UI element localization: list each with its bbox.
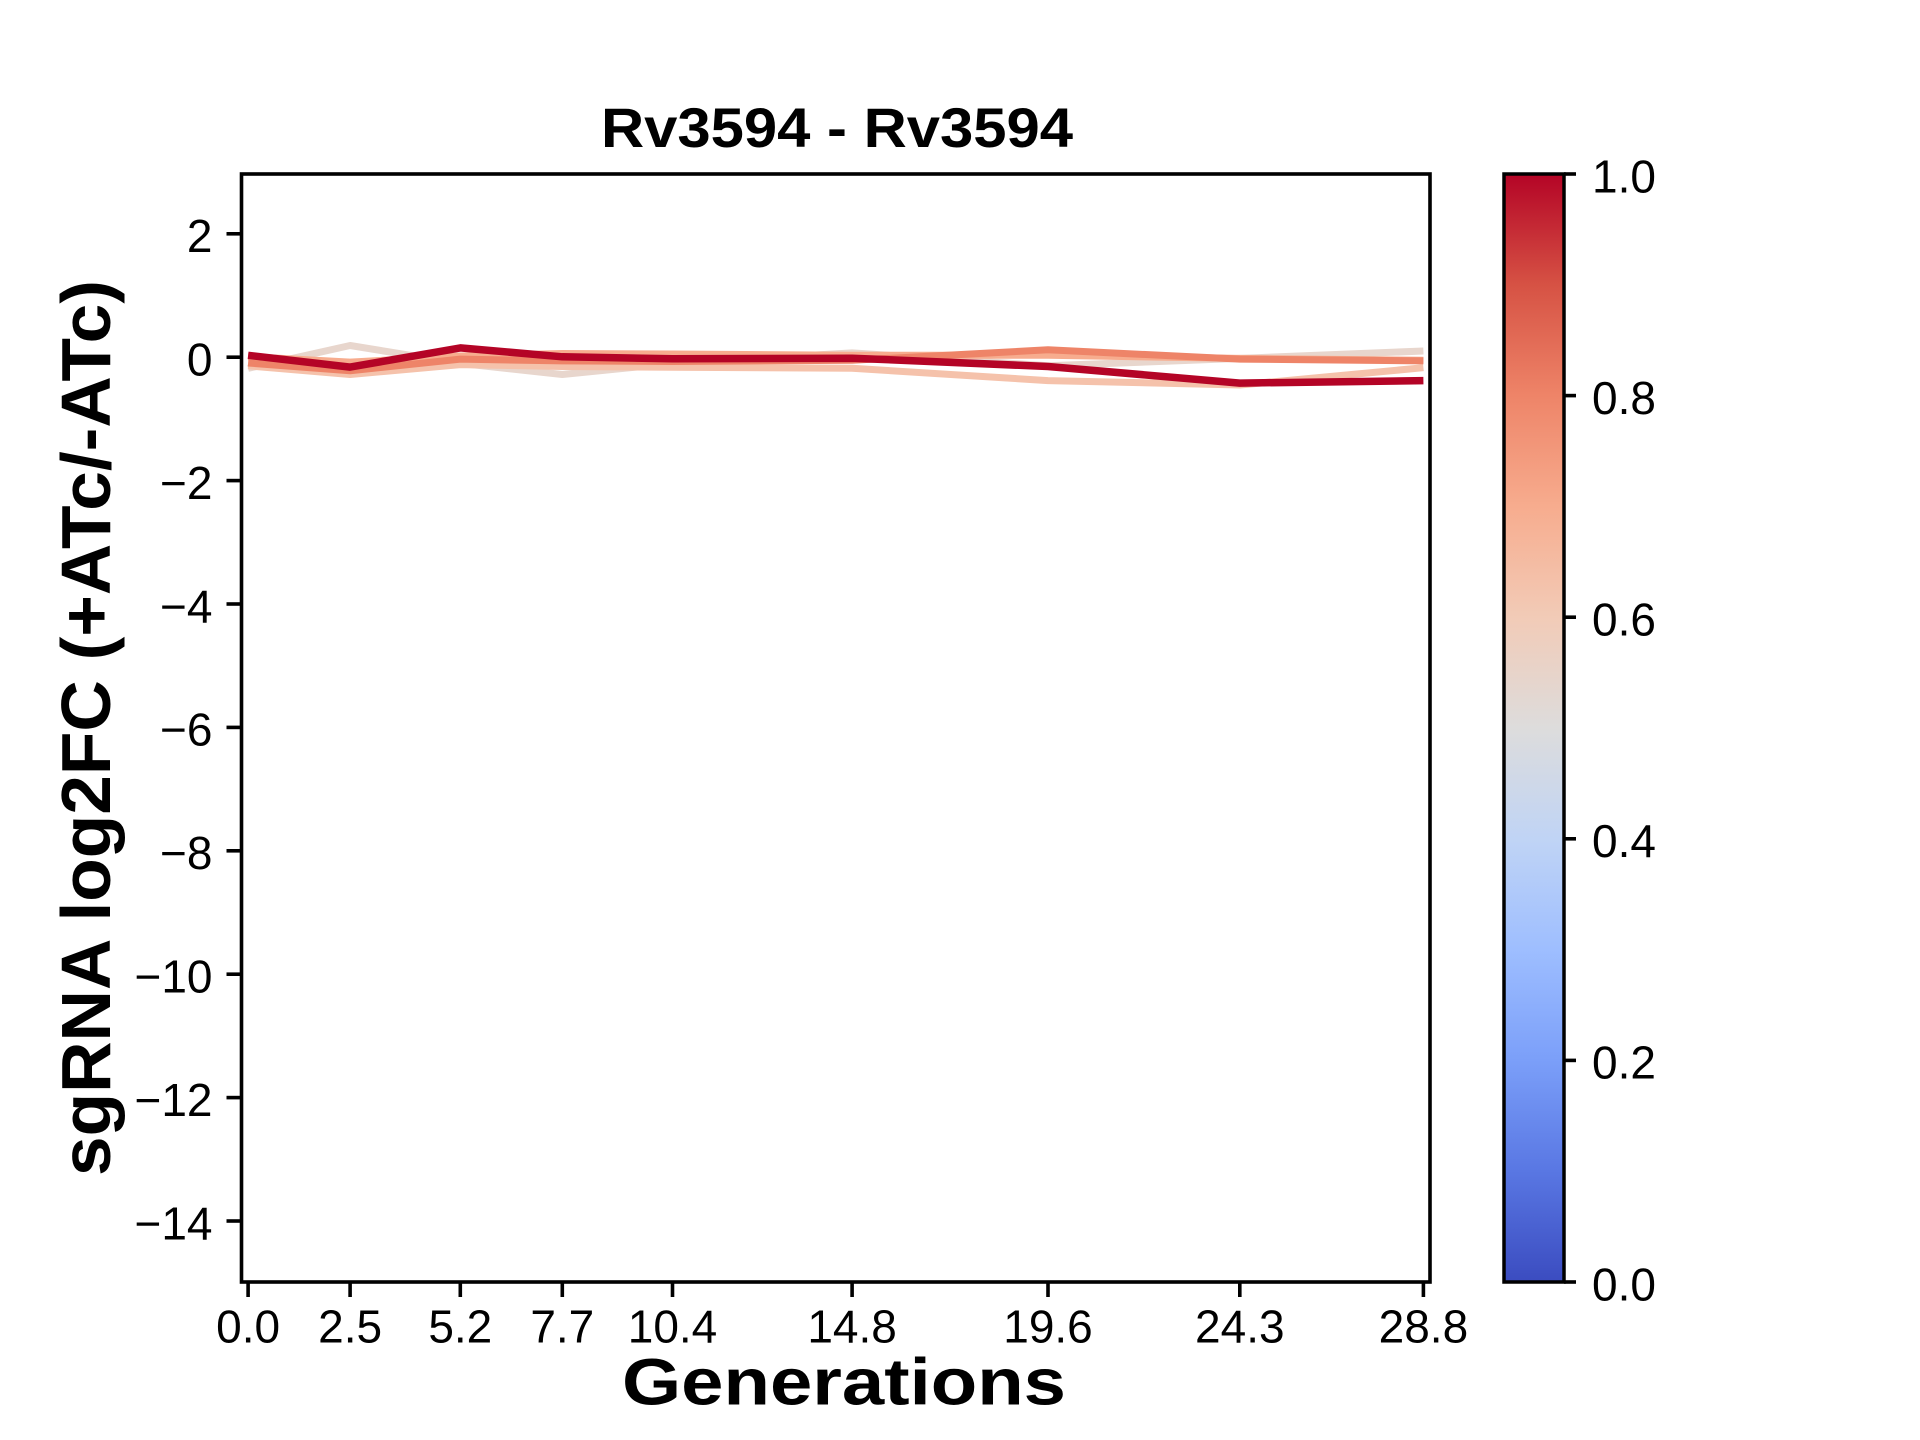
svg-text:Rv3594 - Rv3594: Rv3594 - Rv3594 xyxy=(601,96,1073,159)
svg-text:0.0: 0.0 xyxy=(216,1301,280,1353)
svg-text:0.4: 0.4 xyxy=(1592,815,1656,867)
svg-text:−12: −12 xyxy=(134,1074,212,1126)
svg-text:−2: −2 xyxy=(160,457,212,509)
svg-text:28.8: 28.8 xyxy=(1379,1301,1469,1353)
svg-text:sgRNA log2FC (+ATc/-ATc): sgRNA log2FC (+ATc/-ATc) xyxy=(47,280,125,1176)
svg-text:1.0: 1.0 xyxy=(1592,150,1656,202)
svg-text:0.6: 0.6 xyxy=(1592,594,1656,646)
svg-text:0.2: 0.2 xyxy=(1592,1037,1656,1089)
svg-text:Generations: Generations xyxy=(622,1345,1066,1419)
svg-text:−8: −8 xyxy=(160,827,212,879)
svg-text:0: 0 xyxy=(187,334,213,386)
svg-text:19.6: 19.6 xyxy=(1003,1301,1093,1353)
svg-text:2: 2 xyxy=(187,210,213,262)
svg-text:14.8: 14.8 xyxy=(807,1301,897,1353)
svg-text:7.7: 7.7 xyxy=(530,1301,594,1353)
svg-text:2.5: 2.5 xyxy=(318,1301,382,1353)
svg-text:−14: −14 xyxy=(134,1197,212,1249)
svg-text:−4: −4 xyxy=(160,580,212,632)
svg-text:−10: −10 xyxy=(134,951,212,1003)
svg-text:0.0: 0.0 xyxy=(1592,1258,1656,1310)
svg-text:0.8: 0.8 xyxy=(1592,372,1656,424)
svg-text:10.4: 10.4 xyxy=(628,1301,718,1353)
svg-text:−6: −6 xyxy=(160,704,212,756)
svg-text:5.2: 5.2 xyxy=(428,1301,492,1353)
svg-text:24.3: 24.3 xyxy=(1195,1301,1285,1353)
